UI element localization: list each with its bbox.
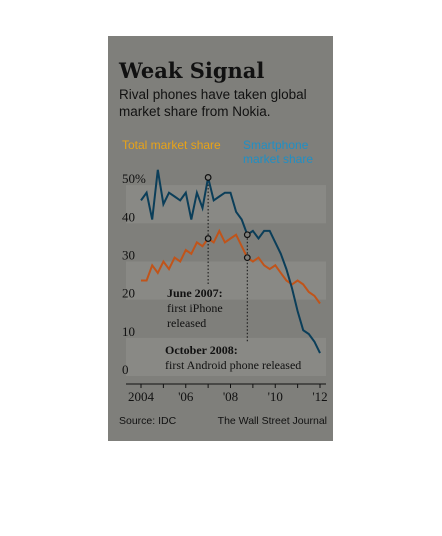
y-tick-label: 0 bbox=[122, 362, 129, 377]
chart-subtitle-line-2: market share from Nokia. bbox=[119, 104, 271, 119]
chart-card: Weak Signal Rival phones have taken glob… bbox=[108, 36, 333, 441]
x-tick-label: '10 bbox=[268, 389, 283, 404]
iphone-marker-smartphone bbox=[204, 174, 212, 181]
legend-total-market-share: Total market share bbox=[122, 138, 221, 152]
x-tick-label: '06 bbox=[178, 389, 194, 404]
annotation-iphone-line-1: first iPhone bbox=[167, 301, 223, 315]
chart-svg: Weak Signal Rival phones have taken glob… bbox=[108, 36, 333, 441]
y-tick-label: 20 bbox=[122, 286, 135, 301]
x-axis-ticks: 2004 '06 '08 '10 '12 bbox=[128, 384, 328, 404]
credit-note: The Wall Street Journal bbox=[218, 415, 327, 427]
annotation-android-line-1: first Android phone released bbox=[165, 358, 301, 372]
legend-smartphone-line-1: Smartphone bbox=[243, 138, 309, 152]
chart-title: Weak Signal bbox=[118, 58, 264, 83]
annotation-iphone-date: June 2007: bbox=[167, 286, 223, 300]
android-marker-total bbox=[243, 254, 251, 262]
y-tick-label: 50% bbox=[122, 171, 146, 186]
gridline-band bbox=[126, 185, 326, 224]
series-smartphone-market-share-line bbox=[140, 169, 321, 354]
chart-subtitle-line-1: Rival phones have taken global bbox=[119, 87, 307, 102]
y-tick-label: 30 bbox=[122, 247, 135, 262]
y-tick-label: 40 bbox=[122, 209, 135, 224]
x-tick-label: '12 bbox=[312, 389, 327, 404]
x-tick-label: '08 bbox=[223, 389, 238, 404]
annotation-iphone-line-2: released bbox=[167, 316, 206, 330]
iphone-marker-total bbox=[204, 235, 212, 242]
y-axis-ticks: 0 10 20 30 40 50% bbox=[122, 171, 146, 377]
source-note: Source: IDC bbox=[119, 415, 177, 427]
annotation-android-date: October 2008: bbox=[165, 343, 238, 357]
android-marker-smartphone bbox=[243, 231, 251, 239]
gridline-band bbox=[126, 337, 326, 376]
x-tick-label: 2004 bbox=[128, 389, 155, 404]
legend-smartphone-line-2: market share bbox=[243, 152, 313, 166]
y-tick-label: 10 bbox=[122, 324, 135, 339]
